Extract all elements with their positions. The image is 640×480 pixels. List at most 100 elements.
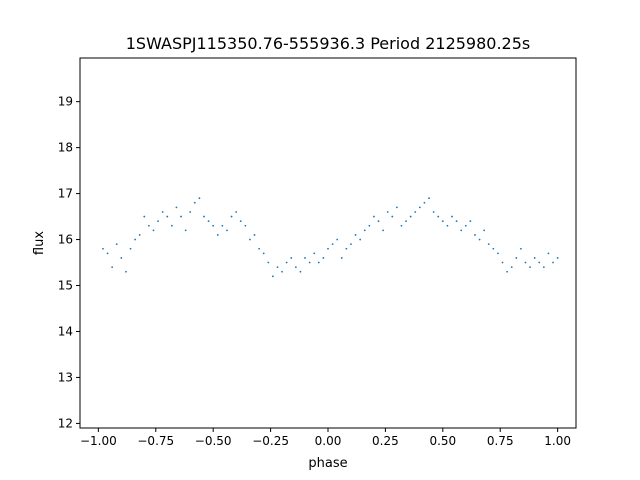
data-point [446, 224, 449, 227]
y-tick-label: 15 [58, 279, 73, 293]
x-tick-label: 1.00 [544, 434, 571, 448]
data-point [400, 224, 403, 227]
data-point [216, 234, 219, 236]
data-point [474, 234, 476, 236]
data-point [244, 224, 247, 227]
data-point [359, 238, 362, 241]
chart-title: 1SWASPJ115350.76-555936.3 Period 2125980… [126, 34, 531, 53]
y-tick-label: 19 [58, 95, 73, 109]
data-point [368, 224, 371, 227]
data-point [469, 220, 472, 223]
data-point [478, 238, 481, 241]
data-point [111, 266, 114, 269]
data-point [340, 257, 343, 259]
data-point [506, 270, 509, 273]
data-point [441, 220, 444, 223]
data-point [483, 229, 486, 232]
data-point [152, 229, 155, 232]
data-point [235, 211, 238, 213]
data-point [304, 257, 306, 259]
data-point [175, 206, 178, 209]
data-point [143, 215, 146, 218]
data-point [497, 252, 499, 255]
data-point [405, 220, 407, 223]
data-point [327, 247, 329, 250]
y-axis-label: flux [32, 231, 47, 255]
x-tick-label: −0.25 [252, 434, 289, 448]
data-point [267, 261, 270, 264]
data-point [221, 224, 224, 227]
data-point [207, 220, 210, 223]
data-point [138, 234, 141, 236]
data-points [102, 197, 559, 278]
data-point [373, 215, 375, 218]
data-point [276, 266, 279, 269]
data-point [147, 224, 150, 227]
data-point [249, 238, 251, 241]
x-axis-label: phase [308, 456, 347, 471]
y-tick-label: 16 [58, 233, 73, 247]
data-point [382, 229, 385, 232]
data-point [350, 243, 352, 246]
data-point [377, 220, 380, 223]
data-point [294, 266, 297, 269]
data-point [409, 215, 412, 218]
data-point [239, 220, 242, 223]
data-point [281, 270, 283, 273]
data-point [533, 257, 536, 259]
data-point [322, 257, 325, 259]
data-point [290, 257, 293, 259]
data-point [501, 261, 504, 264]
x-tick-label: 0.25 [372, 434, 399, 448]
data-point [423, 201, 426, 204]
data-point [106, 252, 109, 255]
data-point [418, 206, 421, 209]
data-point [134, 238, 137, 241]
data-point [157, 220, 159, 223]
y-tick-label: 13 [58, 370, 73, 384]
data-point [391, 215, 394, 218]
data-point [262, 252, 265, 255]
data-point [510, 266, 513, 269]
data-point [552, 261, 554, 264]
data-point [451, 215, 453, 218]
x-tick-label: 0.75 [487, 434, 514, 448]
data-point [271, 275, 274, 278]
data-point [125, 270, 127, 273]
data-point [203, 215, 205, 218]
x-tick-label: 0.00 [315, 434, 342, 448]
y-axis-ticks: 12 13 14 15 16 17 18 19 [58, 95, 80, 430]
data-point [395, 206, 398, 209]
data-point [487, 243, 490, 246]
data-point [519, 247, 522, 250]
x-tick-label: −0.50 [195, 434, 232, 448]
data-point [308, 261, 311, 264]
data-point [120, 257, 123, 259]
data-point [345, 247, 348, 250]
y-tick-label: 17 [58, 187, 73, 201]
data-point [547, 252, 550, 255]
data-point [313, 252, 316, 255]
x-tick-label: 0.50 [429, 434, 456, 448]
x-axis-ticks: −1.00 −0.75 −0.50 −0.25 0.00 0.25 0.50 0.75 1.00 [80, 428, 571, 448]
x-tick-label: −0.75 [137, 434, 174, 448]
data-point [331, 243, 334, 246]
data-point [253, 234, 256, 236]
data-point [414, 211, 417, 213]
data-point [226, 229, 228, 232]
data-point [317, 261, 320, 264]
data-point [193, 201, 196, 204]
data-point [170, 224, 173, 227]
data-point [515, 257, 518, 259]
data-point [428, 197, 430, 200]
data-point [230, 215, 233, 218]
data-point [189, 211, 192, 213]
data-point [212, 224, 215, 227]
data-point [354, 234, 357, 236]
data-point [285, 261, 288, 264]
data-point [386, 211, 389, 213]
data-point [556, 257, 559, 259]
data-point [115, 243, 118, 246]
data-point [437, 215, 440, 218]
data-point [129, 247, 132, 250]
